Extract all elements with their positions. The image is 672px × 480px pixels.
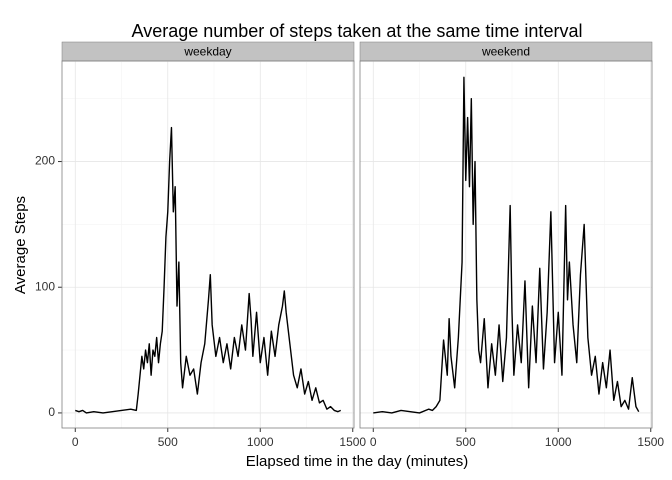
x-tick-label: 0 [72, 435, 79, 449]
x-tick-label: 500 [456, 435, 476, 449]
strip-label: weekday [183, 45, 231, 59]
data-line [75, 126, 342, 414]
x-axis-title: Elapsed time in the day (minutes) [246, 453, 469, 470]
y-tick-label: 0 [48, 405, 55, 419]
x-tick-label: 1500 [339, 435, 366, 449]
y-tick-label: 200 [35, 154, 55, 168]
x-tick-label: 1000 [545, 435, 572, 449]
y-axis-title: Average Steps [12, 196, 29, 294]
x-tick-label: 0 [370, 435, 377, 449]
x-tick-label: 500 [158, 435, 178, 449]
panel-border [61, 60, 355, 429]
chart-title: Average number of steps taken at the sam… [132, 21, 583, 41]
x-tick-label: 1500 [637, 435, 664, 449]
y-tick-label: 100 [35, 279, 55, 293]
data-line [373, 76, 640, 414]
strip-label: weekend [481, 45, 530, 59]
x-tick-label: 1000 [247, 435, 274, 449]
panel-border [359, 60, 653, 429]
